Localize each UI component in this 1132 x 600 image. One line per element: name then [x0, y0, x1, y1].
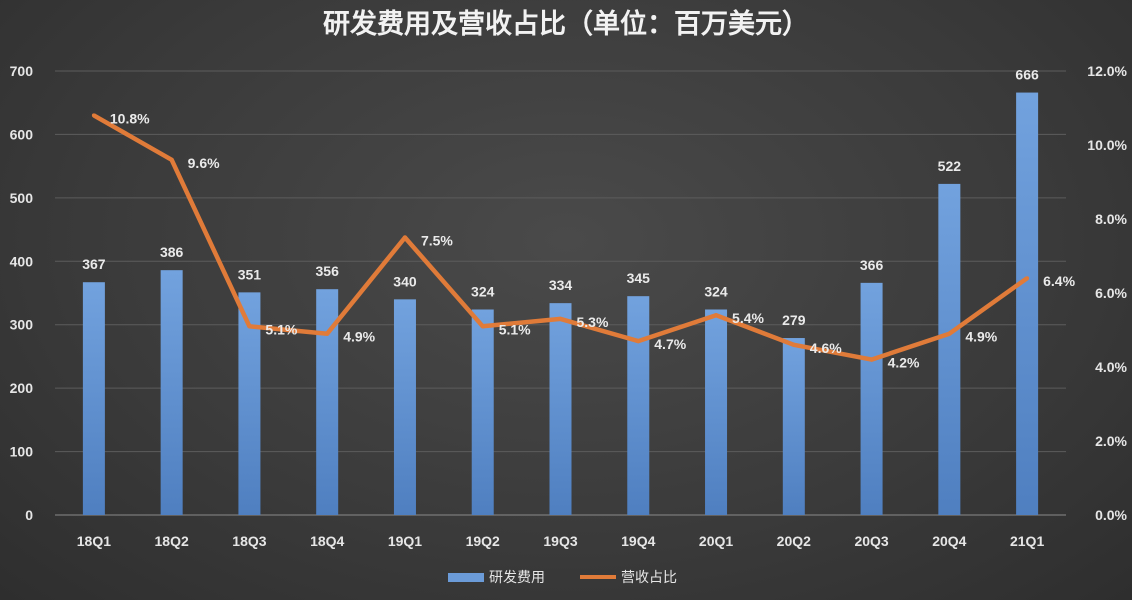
y-right-tick-label: 8.0%: [1095, 211, 1127, 227]
line-data-label: 5.1%: [499, 321, 531, 337]
line-data-label: 10.8%: [110, 110, 150, 126]
bar-data-label: 386: [160, 244, 184, 260]
x-tick-label: 19Q1: [388, 533, 422, 549]
y-right-tick-label: 4.0%: [1095, 359, 1127, 375]
y-left-tick-label: 700: [10, 63, 34, 79]
line-point: [558, 316, 563, 321]
line-point: [791, 342, 796, 347]
bar-data-label: 279: [782, 312, 806, 328]
line-data-label: 4.6%: [810, 340, 842, 356]
bar: [860, 282, 883, 515]
y-left-tick-label: 0: [25, 507, 33, 523]
bar-data-label: 366: [860, 257, 884, 273]
line-point: [169, 157, 174, 162]
bar: [82, 282, 105, 515]
y-left-tick-label: 200: [10, 380, 34, 396]
line-point: [947, 331, 952, 336]
bar: [549, 303, 572, 515]
bar: [705, 309, 728, 515]
x-tick-label: 20Q2: [777, 533, 811, 549]
bar-data-label: 340: [393, 273, 417, 289]
line-data-label: 4.7%: [654, 336, 686, 352]
x-tick-label: 18Q3: [232, 533, 266, 549]
x-tick-label: 20Q1: [699, 533, 733, 549]
bar-data-label: 522: [938, 158, 962, 174]
legend: 研发费用 营收占比: [448, 570, 677, 586]
legend-bar-label: 研发费用: [489, 570, 545, 586]
bar: [782, 338, 805, 515]
line-data-label: 4.9%: [965, 329, 997, 345]
y-left-tick-label: 400: [10, 253, 34, 269]
y-right-tick-label: 2.0%: [1095, 433, 1127, 449]
bar-data-label: 356: [316, 263, 340, 279]
bar-data-label: 367: [82, 256, 106, 272]
y-left-tick-label: 600: [10, 126, 34, 142]
y-right-tick-label: 6.0%: [1095, 285, 1127, 301]
line-point: [480, 324, 485, 329]
x-tick-label: 19Q3: [543, 533, 577, 549]
legend-line-label: 营收占比: [621, 570, 677, 586]
line-data-label: 9.6%: [188, 155, 220, 171]
line-point: [636, 339, 641, 344]
bar-data-label: 666: [1015, 67, 1039, 83]
bar: [938, 183, 961, 515]
x-tick-label: 19Q2: [466, 533, 500, 549]
bar-data-label: 334: [549, 277, 573, 293]
y-left-tick-label: 500: [10, 190, 34, 206]
bar: [1016, 92, 1039, 516]
line-point: [714, 313, 719, 318]
line-point: [402, 235, 407, 240]
y-left-tick-label: 300: [10, 317, 34, 333]
y-left-tick-label: 100: [10, 444, 34, 460]
bar: [393, 299, 416, 515]
bar-data-label: 324: [471, 283, 495, 299]
y-right-tick-label: 0.0%: [1095, 507, 1127, 523]
x-tick-label: 19Q4: [621, 533, 655, 549]
bar-data-label: 345: [627, 270, 651, 286]
x-tick-label: 20Q4: [932, 533, 966, 549]
line-point: [247, 324, 252, 329]
line-data-label: 5.3%: [577, 314, 609, 330]
bar: [316, 289, 339, 515]
x-tick-label: 18Q2: [155, 533, 189, 549]
bar: [627, 296, 650, 515]
x-tick-label: 21Q1: [1010, 533, 1044, 549]
line-point: [325, 331, 330, 336]
bar: [471, 309, 494, 515]
line-data-label: 5.1%: [265, 321, 297, 337]
y-right-tick-label: 12.0%: [1087, 63, 1127, 79]
x-tick-label: 18Q4: [310, 533, 344, 549]
line-point: [1025, 276, 1030, 281]
line-data-label: 4.9%: [343, 329, 375, 345]
legend-bar-swatch: [448, 573, 484, 582]
line-data-label: 7.5%: [421, 233, 453, 249]
line-data-label: 6.4%: [1043, 273, 1075, 289]
bar-data-label: 324: [704, 283, 728, 299]
line-point: [91, 113, 96, 118]
bar: [238, 292, 261, 515]
line-data-label: 5.4%: [732, 310, 764, 326]
bar: [160, 270, 183, 515]
x-tick-label: 18Q1: [77, 533, 111, 549]
chart-title: 研发费用及营收占比（单位：百万美元）: [323, 8, 809, 40]
y-right-tick-label: 10.0%: [1087, 137, 1127, 153]
bar-data-label: 351: [238, 266, 262, 282]
line-point: [869, 357, 874, 362]
line-data-label: 4.2%: [888, 355, 920, 371]
x-tick-label: 20Q3: [854, 533, 888, 549]
